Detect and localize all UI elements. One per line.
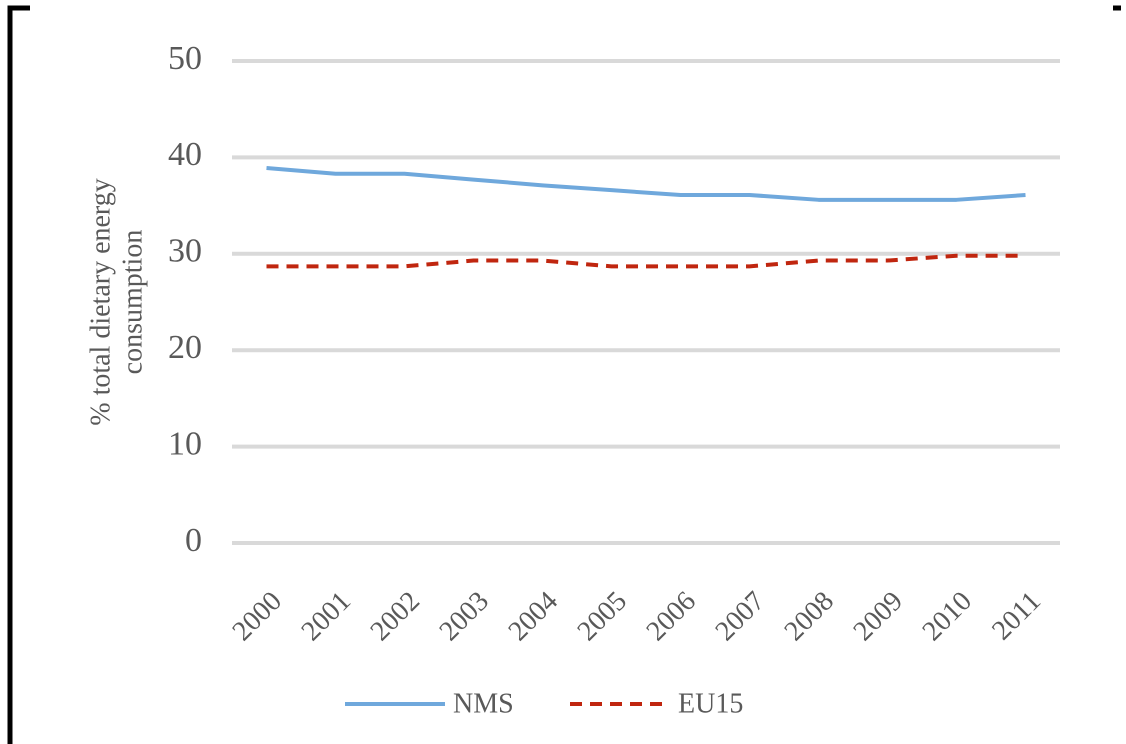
series-line (266, 166, 1026, 202)
x-tick-label: 2002 (364, 586, 426, 648)
x-tick-label: 2006 (640, 586, 702, 648)
x-tick-label: 2003 (433, 586, 495, 648)
x-tick-label: 2008 (778, 586, 840, 648)
frame (7, 5, 30, 744)
series-line (266, 253, 1026, 269)
y-tick-label: 50 (168, 40, 202, 77)
y-tick-label: 40 (168, 136, 202, 173)
y-tick-label: 20 (168, 329, 202, 366)
y-axis-title: % total dietary energy consumption (85, 178, 148, 426)
x-tick-label: 2005 (571, 586, 633, 648)
y-tick-label: 10 (168, 425, 202, 462)
x-tick-label: 2004 (502, 586, 564, 648)
x-tick-label: 2010 (916, 586, 978, 648)
y-axis-title-line: % total dietary energy (85, 178, 116, 426)
x-tick-label: 2011 (986, 586, 1047, 647)
legend-label: EU15 (678, 688, 743, 719)
y-tick-label: 0 (185, 522, 202, 559)
y-tick-label: 30 (168, 233, 202, 270)
x-tick-label: 2009 (847, 586, 909, 648)
legend-label: NMS (453, 688, 514, 719)
y-axis-title-line: consumption (117, 230, 148, 375)
x-tick-label: 2007 (709, 586, 771, 648)
x-tick-label: 2000 (226, 586, 288, 648)
x-tick-label: 2001 (295, 586, 357, 648)
